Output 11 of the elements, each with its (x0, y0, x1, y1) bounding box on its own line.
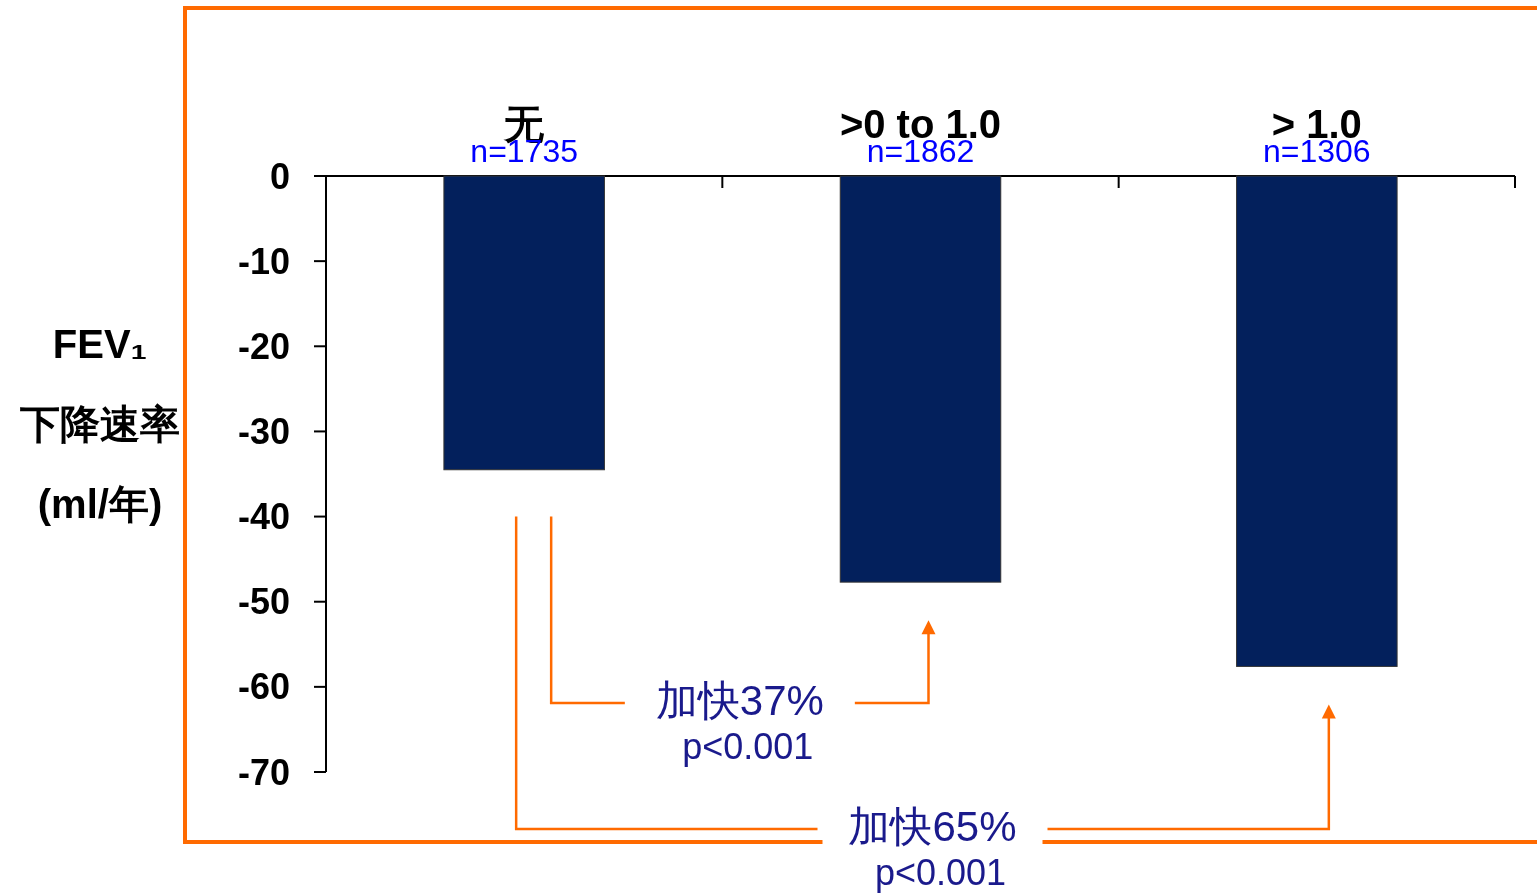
y-tick-label: -40 (237, 496, 290, 538)
annotation: 加快37% p<0.001 (655, 677, 824, 767)
y-tick-label: -60 (237, 666, 290, 708)
y-tick-label: -70 (237, 751, 290, 793)
y-tick-label: -10 (237, 240, 290, 282)
text: 加快65% p<0.001 (848, 803, 1017, 893)
y-tick-label: -20 (237, 325, 290, 367)
y-axis-title: FEV₁ 下降速率 (ml/年) (20, 322, 180, 526)
y-tick-label: -50 (237, 581, 290, 623)
y-tick-label: 0 (269, 155, 290, 197)
y-tick-label: -30 (237, 410, 290, 452)
